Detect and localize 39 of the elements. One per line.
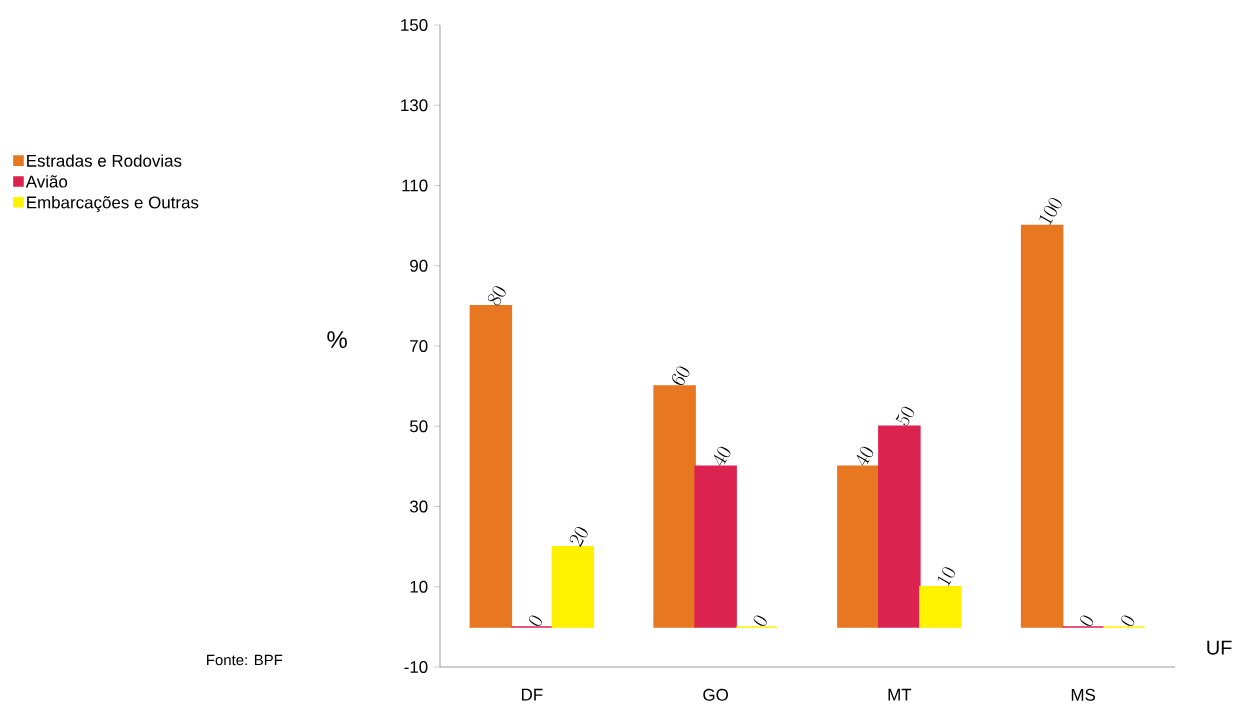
- bar: [694, 465, 737, 628]
- data-label: 80: [487, 286, 506, 306]
- bar: [837, 465, 880, 628]
- y-tick-label: -10: [404, 661, 428, 673]
- legend-label: Embarcações e Outras: [27, 195, 199, 212]
- x-tick-label: GO: [703, 688, 728, 701]
- x-tick-label: MT: [888, 688, 912, 701]
- source-note: Fonte: BPF: [207, 654, 283, 666]
- y-tick-label: 150: [401, 18, 428, 31]
- bar: [653, 385, 696, 628]
- y-tick-label: 110: [402, 179, 428, 192]
- x-tick-label: MS: [1071, 688, 1096, 701]
- data-label: 20: [569, 527, 588, 548]
- y-tick-label: 90: [410, 259, 428, 272]
- x-tick-label: DF: [521, 688, 543, 701]
- bar: [551, 545, 595, 628]
- legend-label: Avião: [25, 175, 68, 188]
- data-label: 0: [528, 615, 542, 626]
- legend-label: Estradas e Rodovias: [27, 154, 182, 167]
- x-axis-title: UF: [1207, 640, 1232, 655]
- data-label: 0: [1080, 615, 1094, 626]
- bar: [469, 305, 513, 628]
- y-tick-label: 10: [410, 580, 428, 593]
- bar: [919, 586, 962, 628]
- y-tick-label: 70: [410, 340, 428, 352]
- data-label: 40: [856, 446, 874, 466]
- data-label: 50: [895, 406, 915, 426]
- data-label: 40: [713, 446, 731, 466]
- data-label: 10: [937, 567, 956, 587]
- y-tick-label: 50: [409, 420, 428, 433]
- data-label: 100: [1039, 197, 1062, 226]
- y-axis-title: %: [327, 331, 347, 348]
- data-label: 60: [672, 366, 690, 386]
- data-label: 0: [753, 615, 767, 626]
- bar: [878, 425, 921, 628]
- bar: [1020, 224, 1064, 628]
- y-tick-label: 130: [401, 99, 428, 112]
- y-tick-label: 30: [409, 500, 428, 513]
- data-label: 0: [1121, 615, 1135, 626]
